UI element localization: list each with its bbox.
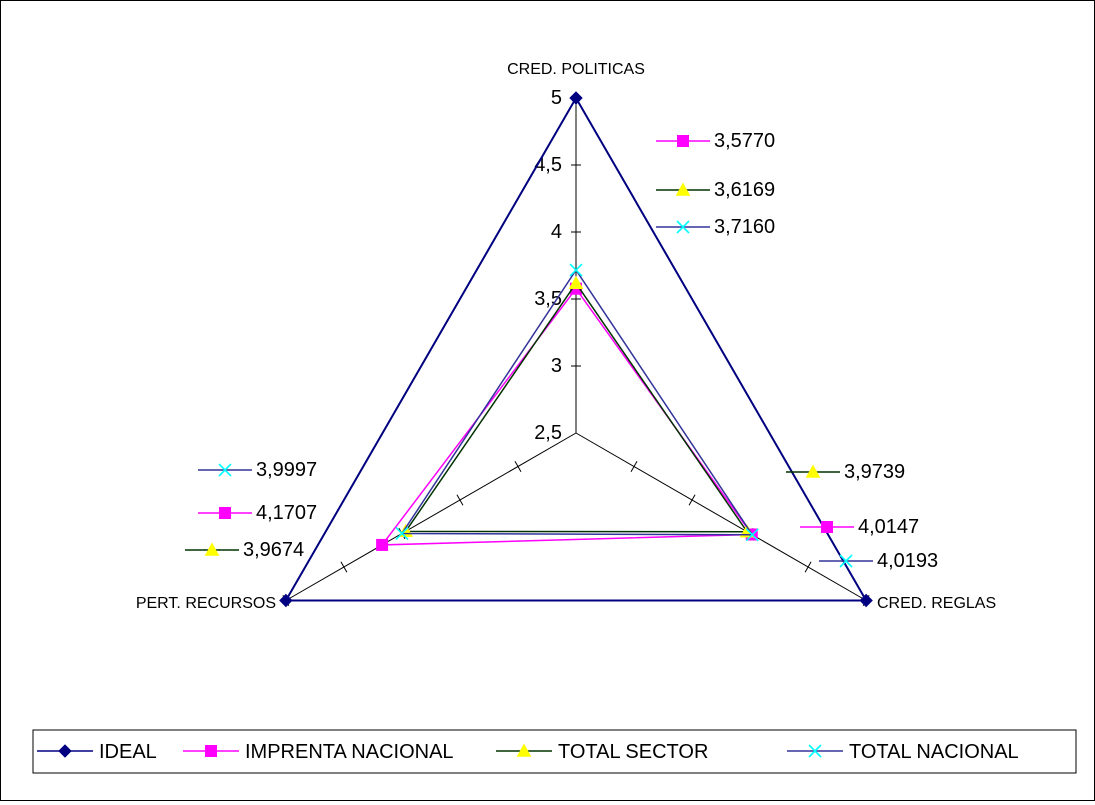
axis-spoke-cred-reglas: [575, 432, 867, 601]
series-line-ideal: [284, 96, 868, 602]
axis-spoke-pert-recursos: [285, 432, 577, 601]
series-line-total-sector: [404, 282, 749, 533]
data-label-total-sector: 3,9739: [786, 461, 905, 483]
data-label-value: 4,1707: [256, 502, 317, 524]
tick-mark: [514, 461, 522, 472]
data-label-value: 3,9997: [256, 459, 317, 481]
marker-imprenta-nacional: [821, 521, 833, 533]
data-label-imprenta-nacional: 4,1707: [198, 502, 317, 524]
marker-total-nacional: [569, 263, 583, 277]
marker-stroke: [569, 263, 583, 277]
tick-label: 2,5: [534, 422, 562, 444]
data-label-total-nacional: 3,9997: [198, 459, 317, 481]
data-label-value: 3,5770: [714, 130, 775, 152]
series-line-imprenta-nacional: [380, 287, 754, 546]
series-layer: [279, 91, 873, 608]
data-label-value: 4,0193: [877, 550, 938, 572]
marker-stroke: [839, 554, 853, 568]
marker-stroke: [676, 220, 690, 234]
tick-label: 5: [551, 87, 562, 109]
marker-ideal: [859, 593, 873, 608]
data-label-value: 3,9739: [844, 461, 905, 483]
legend-label: IMPRENTA NACIONAL: [245, 741, 454, 763]
marker-total-sector: [568, 275, 584, 290]
marker-total-sector: [204, 542, 220, 556]
axis-label-pert-recursos: PERT. RECURSOS: [136, 595, 276, 612]
marker-ideal: [58, 744, 72, 758]
data-label-imprenta-nacional: 4,0147: [800, 516, 919, 538]
legend-label: TOTAL NACIONAL: [849, 741, 1019, 763]
data-label-total-nacional: 3,7160: [656, 216, 775, 238]
legend-entry-total-sector: TOTAL SECTOR: [496, 741, 708, 763]
marker-imprenta-nacional: [205, 745, 217, 757]
marker-ideal: [569, 91, 583, 105]
data-label-total-sector: 3,9674: [185, 539, 304, 561]
marker-total-nacional: [839, 554, 853, 568]
axis-label-cred-politicas: CRED. POLITICAS: [507, 61, 645, 78]
tick-mark: [630, 461, 638, 472]
data-label-value: 4,0147: [858, 516, 919, 538]
tick-mark: [688, 494, 696, 506]
marker-stroke: [218, 463, 232, 477]
marker-total-sector: [516, 743, 532, 757]
marker-ideal: [279, 593, 293, 608]
marker-stroke: [808, 744, 822, 758]
data-label-value: 3,7160: [714, 216, 775, 238]
legend-entry-total-nacional: TOTAL NACIONAL: [787, 741, 1019, 763]
tick-mark: [804, 561, 812, 573]
data-label-value: 3,9674: [243, 539, 304, 561]
data-label-total-sector: 3,6169: [656, 179, 775, 201]
marker-total-nacional: [218, 463, 232, 477]
marker-stroke: [745, 528, 759, 542]
data-label-value: 3,6169: [714, 179, 775, 201]
tick-label: 3: [551, 355, 562, 377]
tick-mark: [340, 561, 348, 573]
data-label-imprenta-nacional: 3,5770: [656, 130, 775, 152]
tick-label: 4: [551, 221, 562, 243]
tick-mark: [456, 494, 464, 506]
legend-entry-ideal: IDEAL: [37, 741, 157, 763]
marker-total-sector: [675, 182, 691, 196]
data-labels-layer: 3,5770 3,6169 3,7160 3,9739 4,0147 4,0193 3,99…: [185, 130, 938, 572]
marker-stroke: [395, 526, 409, 541]
legend-label: TOTAL SECTOR: [558, 741, 708, 763]
marker-total-nacional: [395, 526, 409, 541]
legend: IDEAL IMPRENTA NACIONAL TOTAL SECTOR TOTAL …: [32, 729, 1077, 774]
tick-label: 3,5: [534, 288, 562, 310]
legend-label: IDEAL: [99, 741, 157, 763]
axis-label-cred-reglas: CRED. REGLAS: [877, 595, 996, 612]
marker-imprenta-nacional: [219, 507, 231, 519]
marker-total-nacional: [745, 528, 759, 542]
marker-total-sector: [805, 464, 821, 478]
series-line-total-nacional: [400, 268, 754, 536]
marker-imprenta-nacional: [376, 538, 389, 551]
marker-total-nacional: [676, 220, 690, 234]
marker-total-nacional: [808, 744, 822, 758]
data-label-total-nacional: 4,0193: [819, 550, 938, 572]
marker-imprenta-nacional: [677, 135, 689, 147]
legend-entry-imprenta-nacional: IMPRENTA NACIONAL: [183, 741, 454, 763]
